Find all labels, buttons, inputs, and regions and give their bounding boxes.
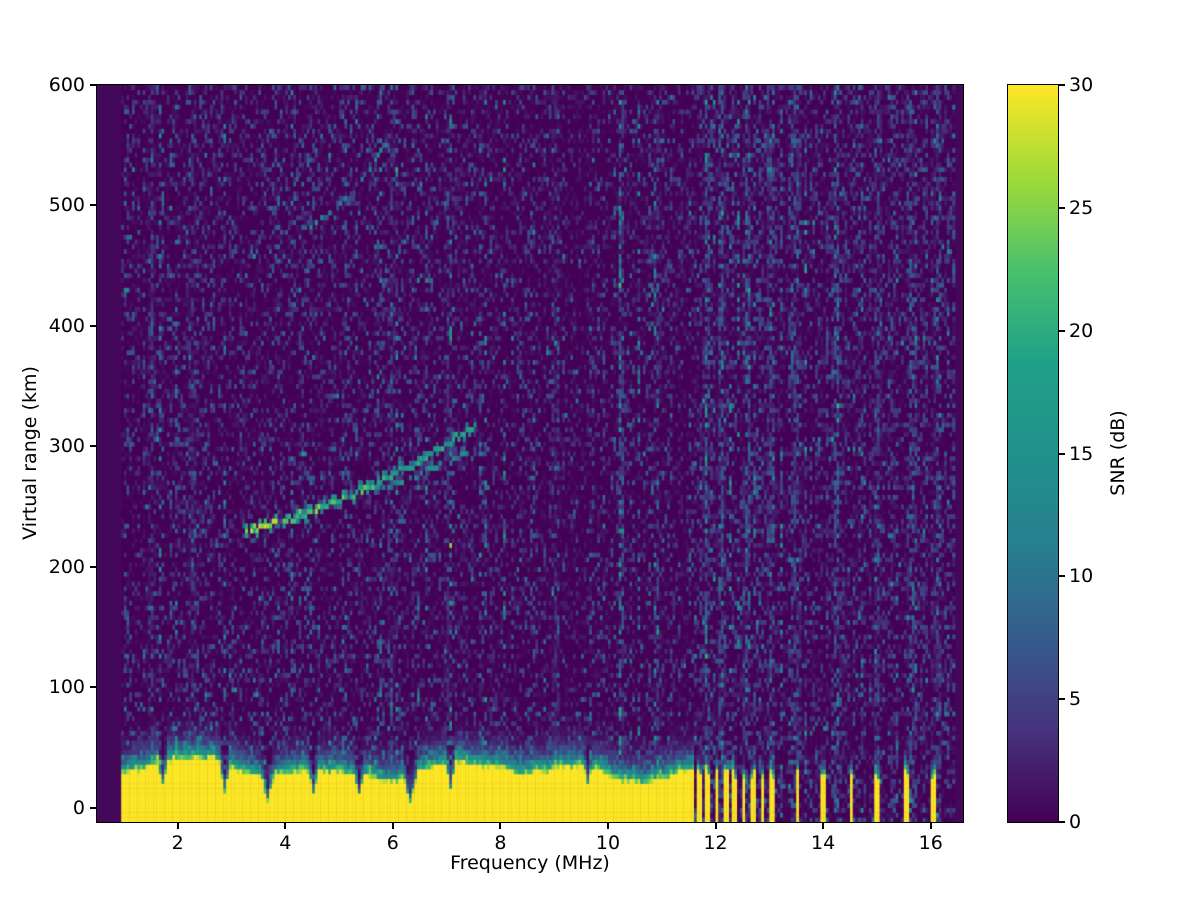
colorbar-gradient-canvas xyxy=(1008,85,1058,822)
colorbar-tick-mark xyxy=(1059,84,1065,86)
colorbar-tick-label: 20 xyxy=(1069,319,1094,342)
colorbar-tick-label: 30 xyxy=(1069,74,1094,96)
colorbar-tick-mark xyxy=(1059,329,1065,332)
y-tick-mark xyxy=(90,806,96,809)
colorbar-tick-mark xyxy=(1059,452,1065,455)
y-tick-mark xyxy=(90,445,96,448)
x-axis-label: Frequency (MHz) xyxy=(450,852,610,874)
x-tick-label: 14 xyxy=(811,832,836,854)
colorbar-tick-label: 15 xyxy=(1069,442,1094,465)
y-tick-label: 200 xyxy=(48,555,85,578)
x-tick-label: 10 xyxy=(595,832,621,854)
x-tick-mark xyxy=(822,823,825,829)
y-tick-label: 100 xyxy=(48,676,85,699)
y-tick-mark xyxy=(90,324,96,327)
colorbar-tick-label: 25 xyxy=(1069,196,1094,219)
colorbar-tick-label: 5 xyxy=(1069,688,1082,711)
colorbar-tick-label: 0 xyxy=(1069,811,1082,833)
colorbar-tick-mark xyxy=(1059,575,1065,578)
plot-area xyxy=(96,84,964,823)
colorbar-tick-mark xyxy=(1059,698,1065,701)
x-tick-mark xyxy=(606,823,609,829)
x-tick-mark xyxy=(499,823,502,829)
x-tick-label: 8 xyxy=(494,832,507,854)
x-tick-label: 2 xyxy=(171,832,184,854)
x-tick-mark xyxy=(714,823,717,829)
y-tick-label: 0 xyxy=(72,796,85,819)
colorbar-tick-label: 10 xyxy=(1069,565,1094,588)
x-tick-label: 4 xyxy=(279,832,292,854)
x-tick-label: 12 xyxy=(703,832,728,854)
y-tick-mark xyxy=(90,565,96,568)
x-tick-label: 16 xyxy=(918,832,943,854)
x-tick-mark xyxy=(391,823,394,829)
x-tick-mark xyxy=(929,823,932,829)
colorbar xyxy=(1007,84,1059,823)
y-tick-mark xyxy=(90,204,96,207)
y-tick-label: 400 xyxy=(48,314,85,337)
y-tick-label: 300 xyxy=(48,435,85,458)
y-tick-label: 600 xyxy=(48,74,85,96)
x-tick-mark xyxy=(176,823,179,829)
ionogram-heatmap-canvas xyxy=(97,85,963,822)
x-tick-mark xyxy=(284,823,287,829)
y-tick-label: 500 xyxy=(48,194,85,217)
colorbar-tick-mark xyxy=(1059,206,1065,209)
x-tick-label: 6 xyxy=(386,832,399,854)
colorbar-tick-mark xyxy=(1059,821,1065,823)
y-tick-mark xyxy=(90,686,96,689)
y-tick-mark xyxy=(90,84,96,86)
